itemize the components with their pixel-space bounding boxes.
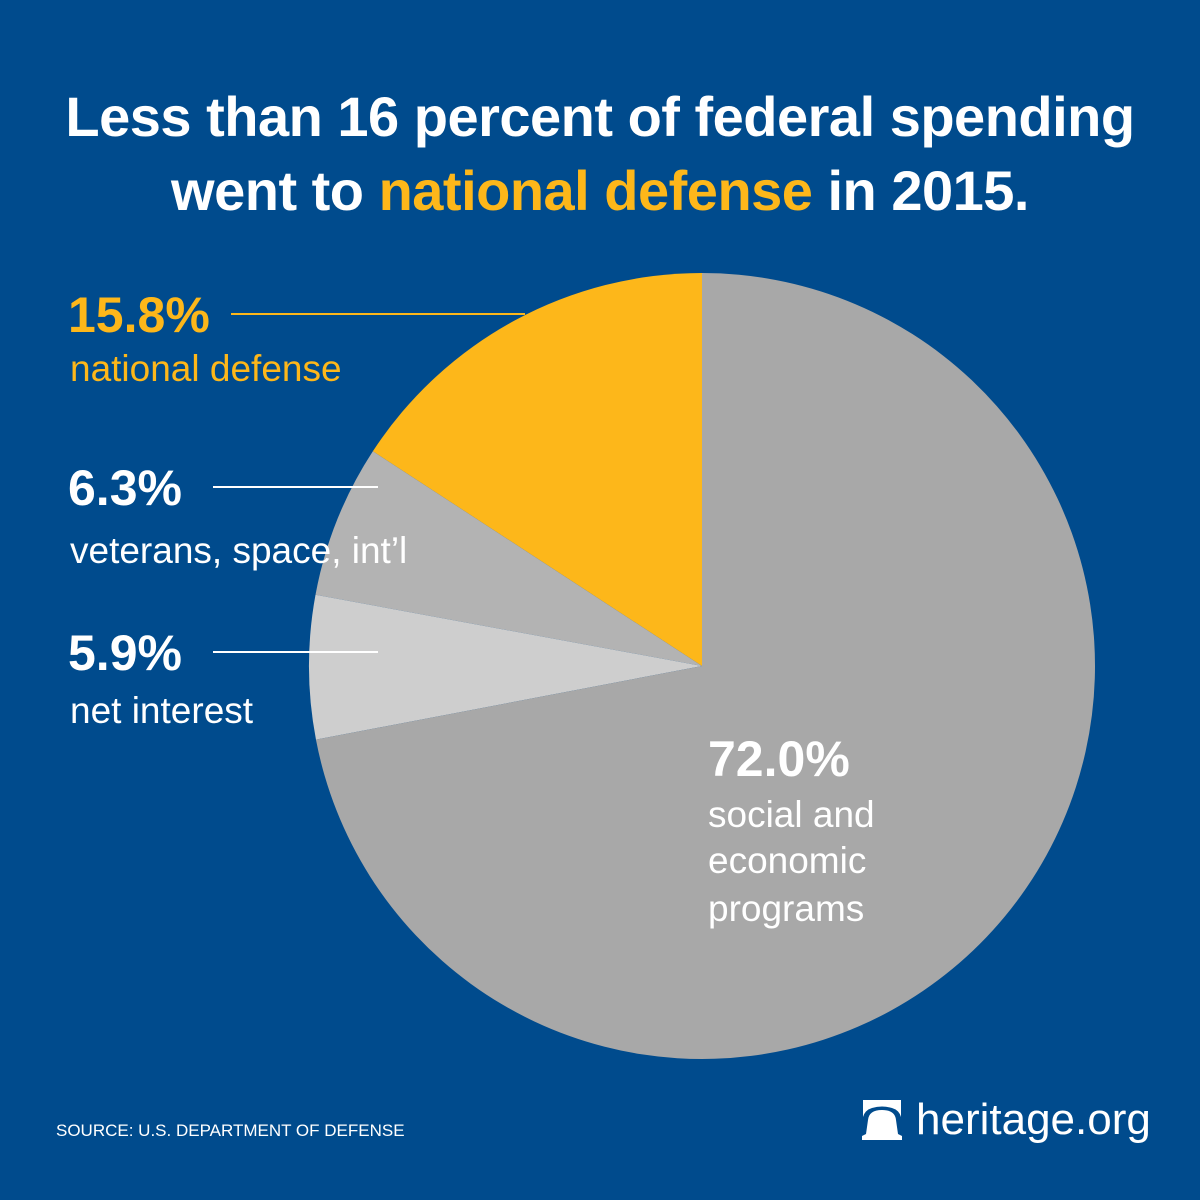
pie-slice-veterans-space-int-l: [315, 451, 702, 666]
title-suffix: in 2015.: [812, 159, 1029, 222]
liberty-bell-icon: [862, 1100, 902, 1140]
pie-slice-social-and-economic-programs: [315, 273, 1095, 1059]
defense-label: national defense: [70, 348, 342, 389]
leader-line-interest: [213, 651, 378, 653]
title-line-1: Less than 16 percent of federal spending: [65, 85, 1135, 148]
title-highlight: national defense: [378, 159, 813, 222]
social-percent: 72.0%: [708, 731, 850, 787]
social-label-line-2: economic: [708, 840, 867, 881]
interest-percent: 5.9%: [68, 625, 182, 681]
title-line-2: went to national defense in 2015.: [0, 154, 1200, 228]
pie-slice-net-interest: [309, 594, 702, 740]
leader-line-defense: [231, 313, 525, 315]
source-note: SOURCE: U.S. DEPARTMENT OF DEFENSE: [56, 1121, 405, 1140]
heritage-logo[interactable]: heritage.org: [860, 1098, 1151, 1142]
social-label-line-3: programs: [708, 888, 865, 929]
veterans-percent: 6.3%: [68, 460, 182, 516]
defense-percent: 15.8%: [68, 287, 210, 343]
veterans-label: veterans, space, int’l: [70, 530, 408, 571]
title-prefix: went to: [171, 159, 379, 222]
chart-title: Less than 16 percent of federal spending…: [0, 80, 1200, 228]
interest-label: net interest: [70, 690, 254, 731]
logo-text: heritage.org: [916, 1095, 1151, 1144]
social-label-line-1: social and: [708, 794, 875, 835]
leader-line-veterans: [213, 486, 378, 488]
pie-slice-national-defense: [372, 273, 702, 666]
